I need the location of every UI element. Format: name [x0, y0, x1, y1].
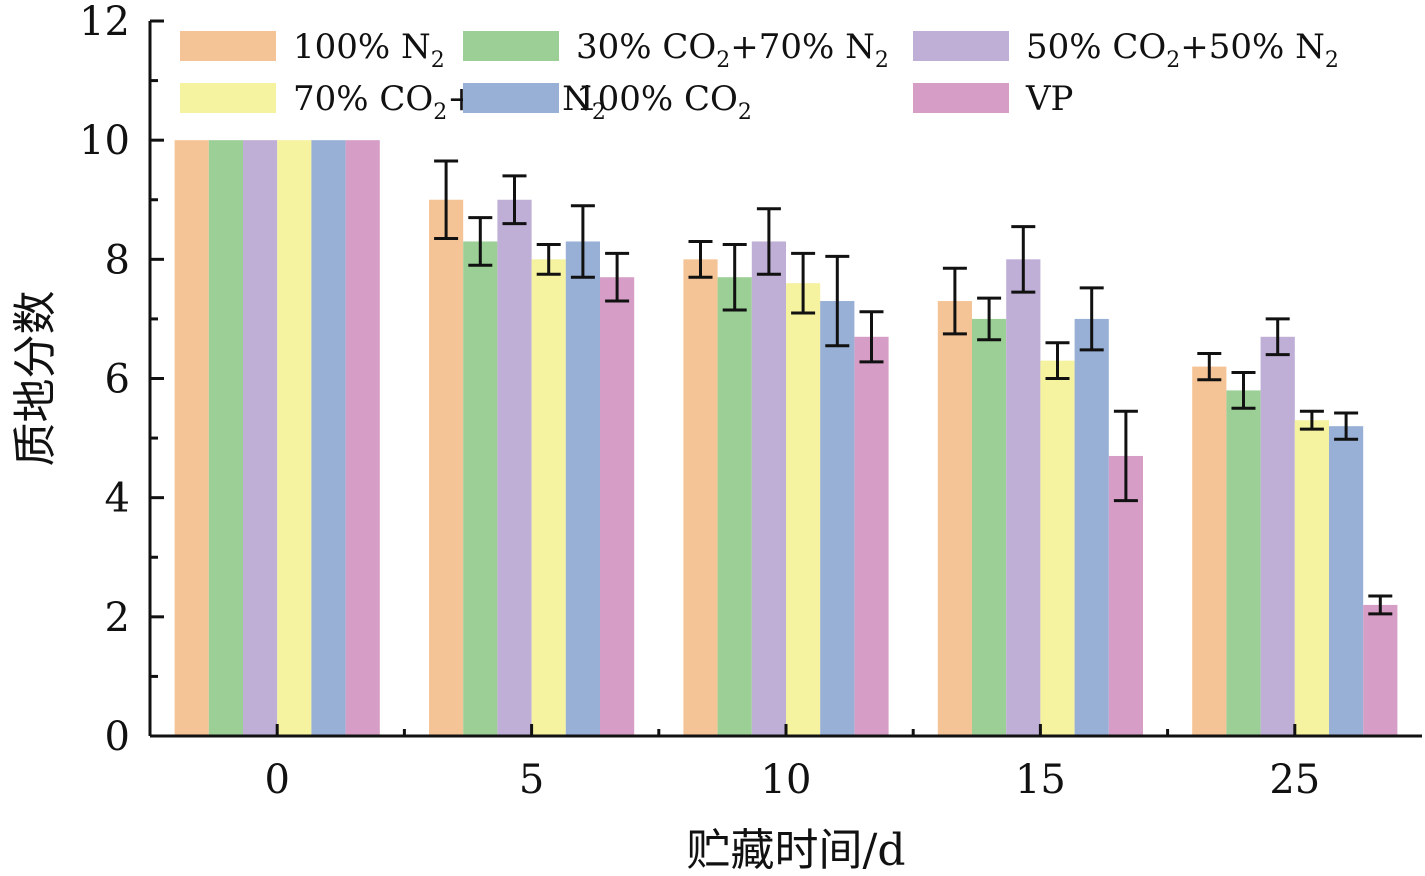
legend-text-part: 100% N: [293, 27, 431, 67]
bar: [345, 140, 380, 736]
bars-layer: [174, 140, 1398, 737]
bar: [972, 318, 1007, 736]
legend-text-part: 30% CO: [576, 27, 716, 67]
bar: [683, 259, 718, 736]
legend-text-part: +70% N: [730, 27, 875, 67]
y-tick-label: 6: [105, 357, 130, 403]
legend-subscript: 2: [433, 100, 447, 125]
legend-subscript: 2: [875, 48, 889, 73]
bar: [277, 140, 312, 736]
legend-text-part: 100% CO: [576, 79, 738, 119]
y-tick-label: 8: [105, 237, 130, 283]
bar: [854, 336, 889, 736]
bar: [1108, 455, 1143, 736]
y-axis-ticks: 0 2 4 6 8 10 12: [79, 0, 164, 760]
bar: [1226, 390, 1261, 736]
legend-subscript: 2: [1166, 48, 1180, 73]
y-tick-label: 2: [105, 595, 130, 641]
x-tick-label: 10: [761, 757, 812, 803]
legend-text-part: +50% N: [1180, 27, 1325, 67]
bar: [463, 241, 498, 737]
legend-text-part: VP: [1025, 79, 1073, 119]
bar: [1260, 336, 1295, 736]
y-tick-label: 4: [105, 476, 130, 522]
legend-swatch: [913, 31, 1009, 61]
bar: [717, 277, 752, 736]
y-tick-label: 10: [79, 118, 130, 164]
bar: [1363, 604, 1398, 736]
legend-text-part: 70% CO: [293, 79, 433, 119]
legend-subscript: 2: [1325, 48, 1339, 73]
y-tick-label: 0: [105, 714, 130, 760]
x-axis-ticks: 0 5 10 15 25: [264, 724, 1320, 803]
bar: [751, 241, 786, 737]
bar: [786, 283, 821, 736]
bar: [1192, 366, 1227, 736]
bar: [497, 199, 532, 736]
legend-swatch: [180, 31, 276, 61]
legend-label: VP: [1025, 79, 1073, 119]
bar: [531, 259, 566, 736]
x-tick-label: 25: [1269, 757, 1320, 803]
legend-swatch: [463, 83, 559, 113]
x-tick-label: 5: [519, 757, 544, 803]
bar: [429, 199, 464, 736]
legend-text-part: 50% CO: [1026, 27, 1166, 67]
bar: [600, 277, 635, 736]
x-tick-label: 0: [264, 757, 289, 803]
bar: [311, 140, 346, 736]
legend-swatch: [180, 83, 276, 113]
legend-label: 100% CO2: [576, 79, 752, 125]
x-tick-label: 15: [1015, 757, 1066, 803]
bar: [208, 140, 243, 736]
legend-subscript: 2: [431, 48, 445, 73]
y-tick-label: 12: [79, 0, 130, 45]
bar: [174, 140, 209, 736]
legend-subscript: 2: [716, 48, 730, 73]
bar: [1294, 420, 1329, 736]
error-bars-layer: [434, 159, 1393, 616]
bar: [1006, 259, 1041, 736]
legend-label: 50% CO2+50% N2: [1026, 27, 1339, 73]
legend-label: 30% CO2+70% N2: [576, 27, 889, 73]
bar: [937, 301, 972, 736]
bar: [1074, 318, 1109, 736]
legend-swatch: [913, 83, 1009, 113]
bar: [820, 301, 855, 736]
bar: [1040, 360, 1075, 736]
legend-subscript: 2: [738, 100, 752, 125]
legend-label: 100% N2: [293, 27, 445, 73]
legend-swatch: [463, 31, 559, 61]
bar: [243, 140, 278, 736]
bar: [565, 241, 600, 737]
y-axis-title: 质地分数: [10, 291, 61, 467]
legend-subscript: 2: [592, 100, 606, 125]
x-axis-title: 贮藏时间/d: [687, 825, 906, 876]
bar: [1329, 426, 1364, 736]
